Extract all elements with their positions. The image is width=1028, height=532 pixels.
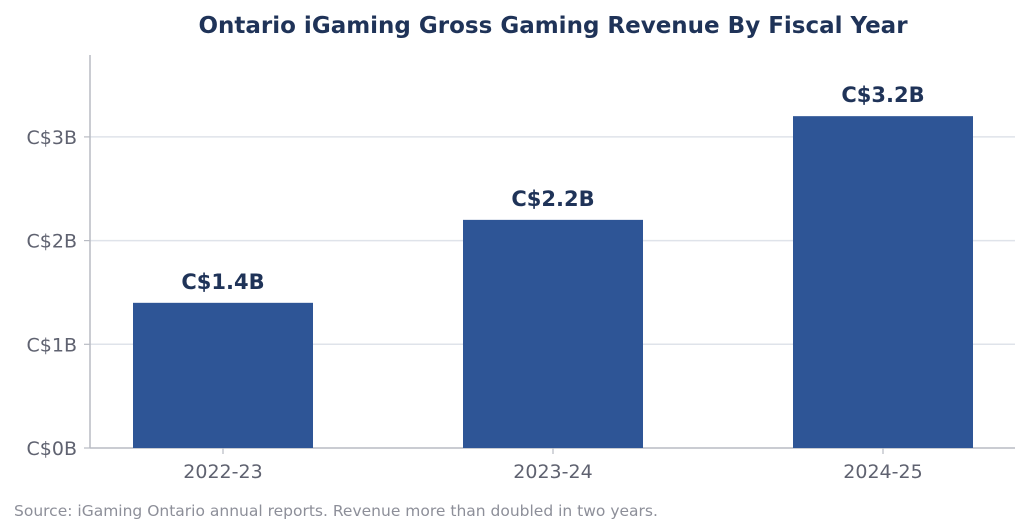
x-tick-label: 2024-25 bbox=[843, 461, 922, 483]
bar-2022-23 bbox=[133, 302, 313, 448]
x-axis-ticks: 2022-23 2023-24 2024-25 bbox=[183, 448, 923, 483]
x-tick-label: 2022-23 bbox=[183, 461, 262, 483]
bars bbox=[133, 116, 973, 448]
x-tick-label: 2023-24 bbox=[513, 461, 592, 483]
data-label-2022-23: C$1.4B bbox=[181, 270, 264, 294]
y-tick-label: C$2B bbox=[27, 231, 77, 253]
chart-title: Ontario iGaming Gross Gaming Revenue By … bbox=[198, 13, 908, 39]
y-tick-label: C$0B bbox=[27, 438, 77, 460]
bar-2024-25 bbox=[793, 116, 973, 448]
bar-2023-24 bbox=[463, 219, 643, 448]
y-tick-label: C$1B bbox=[27, 334, 77, 356]
data-label-2023-24: C$2.2B bbox=[511, 187, 594, 211]
data-labels: C$1.4B C$2.2B C$3.2B bbox=[181, 83, 924, 294]
y-tick-label: C$3B bbox=[27, 127, 77, 149]
y-axis-ticks: C$0B C$1B C$2B C$3B bbox=[27, 127, 90, 460]
data-label-2024-25: C$3.2B bbox=[841, 83, 924, 107]
source-note: Source: iGaming Ontario annual reports. … bbox=[14, 502, 658, 520]
